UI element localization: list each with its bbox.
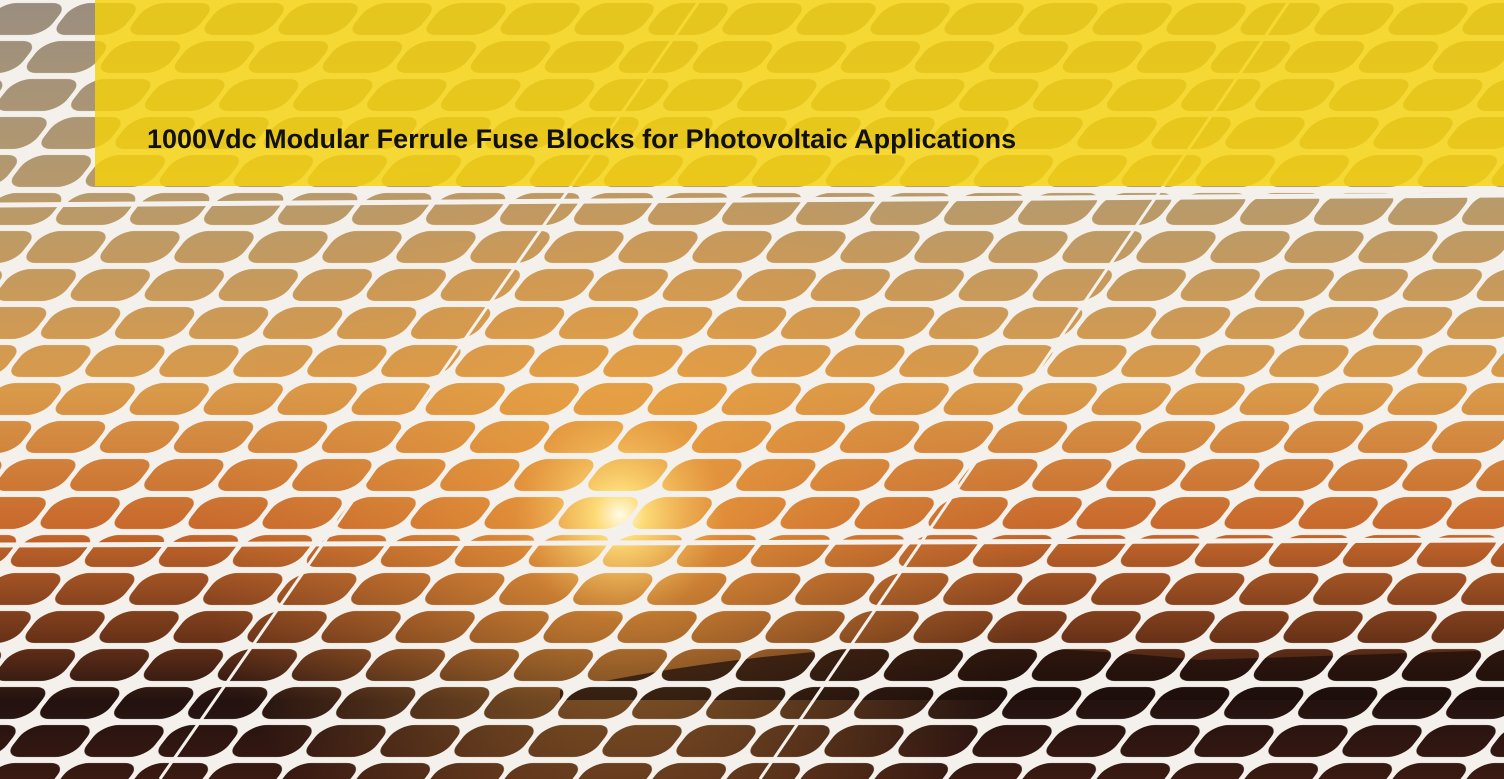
cover-page: 1000Vdc Modular Ferrule Fuse Blocks for … [0, 0, 1504, 779]
title-banner [95, 0, 1504, 186]
cover-image: 1000Vdc Modular Ferrule Fuse Blocks for … [0, 0, 1504, 779]
document-title: 1000Vdc Modular Ferrule Fuse Blocks for … [147, 124, 1016, 154]
